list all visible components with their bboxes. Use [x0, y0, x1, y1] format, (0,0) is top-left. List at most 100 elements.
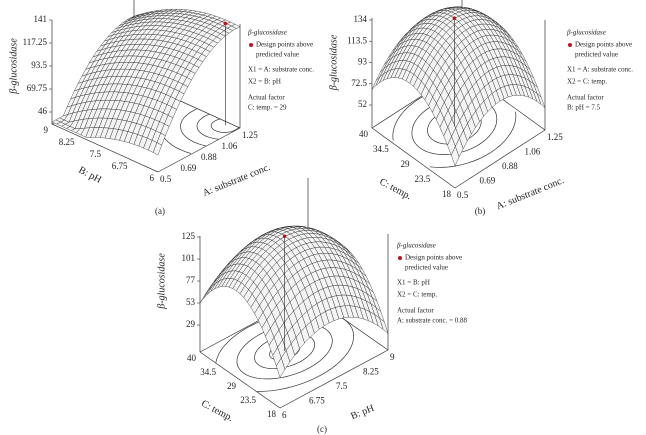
left-tick-label: 29	[401, 159, 411, 169]
legend-factor: B: pH = 7.5	[567, 104, 601, 112]
right-tick-label: 6	[282, 410, 287, 420]
z-tick-label: 53	[186, 297, 196, 307]
surface-cell	[276, 357, 286, 378]
left-tick-label: 40	[187, 353, 197, 363]
z-axis-label: β-glucosidase	[8, 38, 19, 95]
z-tick-label: 101	[182, 253, 196, 263]
legend-factor-title: Actual factor	[397, 307, 434, 315]
legend-x1: X1 = A: substrate conc.	[248, 66, 314, 74]
z-tick-label: 117.25	[23, 37, 48, 47]
right-tick-label: 0.69	[480, 176, 496, 186]
legend-x2: X2 = C: temp.	[567, 78, 607, 86]
legend-response: β-glucosidase	[566, 29, 606, 37]
z-axis-label: β-glucosidase	[156, 253, 167, 310]
legend-point-label: Design points above	[405, 254, 462, 262]
contour	[180, 108, 206, 147]
floor-edge	[199, 351, 281, 409]
right-tick-label: 0.5	[160, 174, 172, 184]
z-tick-label: 77	[186, 275, 196, 285]
design-point	[223, 21, 228, 26]
floor-edge	[279, 349, 389, 409]
left-tick-label: 34.5	[373, 144, 389, 154]
left-tick-label: 7.5	[90, 149, 102, 159]
z-tick-label: 72.5	[351, 78, 367, 88]
legend-factor-title: Actual factor	[567, 94, 604, 102]
legend-x2: X2 = C: temp.	[397, 291, 437, 299]
panel-caption: (c)	[317, 424, 327, 434]
left-tick-label: 29	[227, 381, 237, 391]
left-tick-label: 23.5	[415, 174, 431, 184]
panel-caption: (a)	[155, 206, 165, 216]
surface-cell	[451, 145, 460, 167]
legend-response: β-glucosidase	[247, 29, 287, 37]
z-tick-label: 52	[358, 99, 367, 109]
right-tick-label: 0.69	[181, 163, 197, 173]
legend-point-label: Design points above	[256, 41, 313, 49]
z-tick-label: 125	[182, 231, 196, 241]
z-tick-label: 113.5	[347, 35, 367, 45]
z-tick-label: 134	[354, 14, 368, 24]
z-tick-label: 29	[186, 319, 196, 329]
surface-plot	[371, 0, 546, 189]
left-axis-label: C: temp.	[377, 176, 413, 202]
legend-factor-title: Actual factor	[248, 94, 285, 102]
design-point	[452, 16, 457, 21]
legend-point-label: Design points above	[575, 41, 632, 49]
legend-x1: X1 = A: substrate conc.	[567, 66, 633, 74]
left-tick-label: 6	[150, 173, 155, 183]
z-tick-label: 93.5	[31, 60, 47, 70]
legend-response: β-glucosidase	[396, 242, 436, 250]
right-axis-label: B: pH	[349, 403, 376, 422]
contour	[210, 118, 239, 133]
legend-x1: X1 = B: pH	[397, 279, 430, 287]
right-tick-label: 7.5	[336, 381, 348, 391]
floor-edge	[371, 127, 456, 189]
right-axis-label: A: substrate conc.	[495, 175, 566, 212]
right-tick-label: 8.25	[363, 367, 379, 377]
contour	[196, 113, 219, 140]
legend-factor: C: temp. = 29	[248, 104, 287, 112]
legend-point-label: predicted value	[575, 51, 618, 59]
legend-marker	[568, 43, 572, 47]
right-tick-label: 6.75	[309, 396, 325, 406]
left-tick-label: 8.25	[59, 137, 75, 147]
legend-x2: X2 = B: pH	[248, 78, 281, 86]
right-tick-label: 0.88	[502, 161, 518, 171]
surface-plot	[51, 0, 241, 173]
z-tick-label: 93	[358, 57, 368, 67]
right-tick-label: 1.25	[242, 130, 258, 140]
legend-factor: A: substrate conc. = 0.88	[397, 317, 468, 325]
panel-caption: (b)	[475, 206, 486, 216]
right-tick-label: 1.06	[222, 141, 238, 151]
left-tick-label: 6.75	[112, 161, 128, 171]
right-tick-label: 0.5	[457, 190, 469, 200]
floor-edge	[454, 129, 546, 189]
right-tick-label: 1.25	[547, 132, 563, 142]
right-tick-label: 0.88	[201, 152, 217, 162]
z-tick-label: 141	[34, 14, 48, 24]
legend-marker	[398, 256, 402, 260]
legend-point-label: predicted value	[256, 51, 299, 59]
left-tick-label: 18	[267, 409, 277, 419]
design-point	[282, 234, 287, 239]
left-axis-label: B: pH	[77, 165, 104, 186]
z-tick-label: 69.75	[27, 83, 48, 93]
left-tick-label: 34.5	[200, 367, 216, 377]
right-axis-label: A: substrate conc.	[201, 162, 272, 199]
right-tick-label: 9	[390, 352, 395, 362]
floor-edge	[51, 123, 159, 173]
left-tick-label: 40	[359, 129, 369, 139]
left-tick-label: 9	[44, 125, 49, 135]
left-axis-label: C: temp.	[199, 398, 235, 424]
left-tick-label: 18	[442, 189, 452, 199]
floor-edge	[157, 127, 241, 173]
legend-point-label: predicted value	[405, 264, 448, 272]
right-tick-label: 1.06	[525, 147, 541, 157]
z-tick-label: 46	[38, 106, 48, 116]
legend-marker	[249, 43, 253, 47]
z-axis-label: β-glucosidase	[328, 34, 339, 91]
surface-plot	[199, 178, 389, 409]
left-tick-label: 23.5	[240, 395, 256, 405]
surface-cell	[152, 142, 162, 156]
